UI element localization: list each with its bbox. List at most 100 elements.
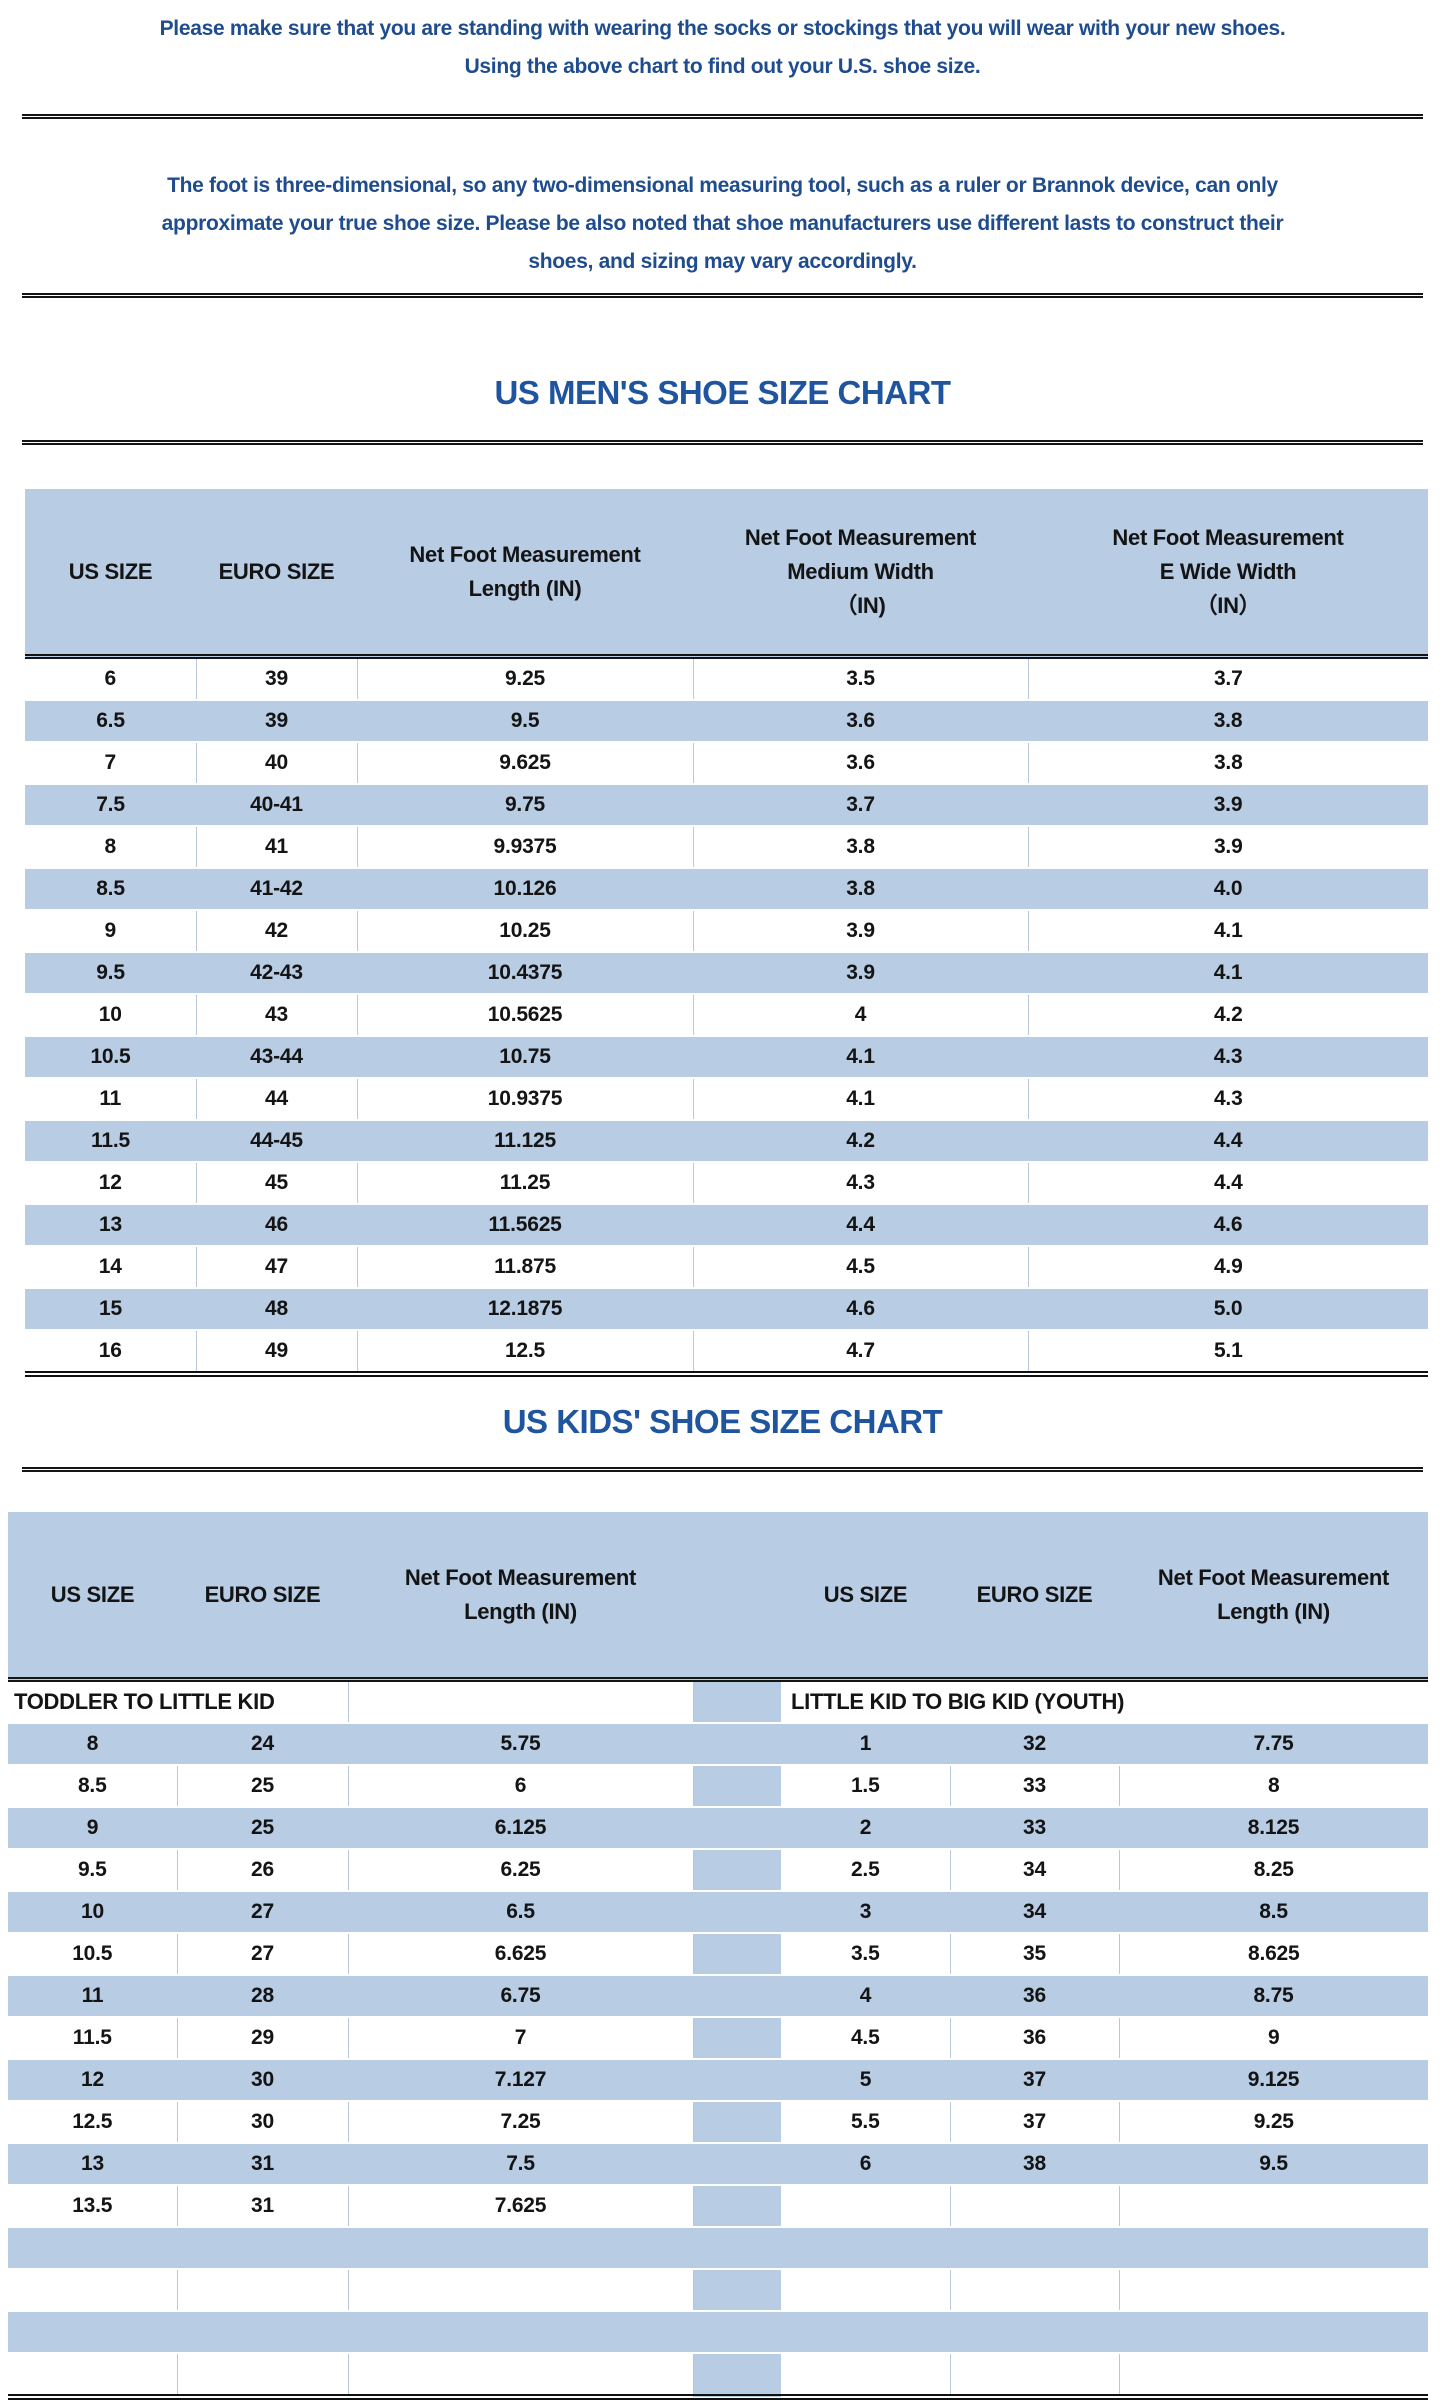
table-cell: 3.8 [693,867,1028,911]
table-cell: 4.7 [693,1330,1029,1374]
table-cell: 4.5 [781,2017,951,2059]
table-row: 15 48 12.1875 4.6 5.0 [25,1287,1428,1331]
table-cell: 6 [25,656,197,700]
table-cell: 41-42 [196,867,357,911]
table-cell [8,2353,178,2397]
table-cell: 6.25 [348,1849,694,1891]
spacer-cell [693,2226,781,2270]
table-header-row: US SIZE EURO SIZE Net Foot Measurement L… [25,489,1428,659]
table-cell: 13 [8,2142,177,2186]
table-cell: 33 [950,1765,1120,1807]
table-cell: 27 [177,1890,348,1934]
spacer-cell [693,2185,781,2227]
table-cell [950,2269,1120,2311]
table-cell: 48 [196,1287,357,1331]
table-cell: 12.1875 [357,1287,693,1331]
table-cell [8,2226,177,2270]
table-cell: 38 [950,2142,1119,2186]
table-cell: 34 [950,1890,1119,1934]
table-cell: 3.9 [1028,783,1428,827]
table-cell: 11.25 [357,1162,694,1204]
table-cell: 9 [8,1806,177,1850]
table-cell [781,2310,950,2354]
table-cell: 7.625 [348,2185,694,2227]
table-cell: 7.75 [1119,1722,1428,1766]
table-cell: 5.1 [1028,1330,1428,1374]
table-cell: 5.0 [1028,1287,1428,1331]
table-cell: 3.9 [1028,826,1428,868]
table-cell: 3.8 [1028,699,1428,743]
section-divider [22,114,1423,119]
table-cell: 2.5 [781,1849,951,1891]
table-cell: 13 [25,1203,196,1247]
table-cell: 44-45 [196,1119,357,1163]
table-cell: 36 [950,2017,1120,2059]
table-cell: 8.5 [8,1765,178,1807]
spacer-column [693,1512,781,1682]
table-row [8,2226,1428,2270]
table-cell: 1 [781,1722,950,1766]
table-cell: 9.5 [1119,2142,1428,2186]
table-row: 9 25 6.125 2 33 8.125 [8,1806,1428,1850]
table-cell: 41 [196,826,358,868]
column-header-e-wide-width: Net Foot Measurement E Wide Width （IN） [1028,489,1428,659]
table-cell: 25 [177,1806,348,1850]
table-cell: 6.625 [348,1933,694,1975]
mens-chart-title: US MEN'S SHOE SIZE CHART [494,374,951,411]
table-cell: 8.625 [1119,1933,1428,1975]
table-row: 8.5 41-42 10.126 3.8 4.0 [25,867,1428,911]
spacer-cell [693,2101,781,2143]
section-divider [22,440,1423,445]
table-cell [781,2269,951,2311]
table-cell: 9.25 [1119,2101,1428,2143]
table-cell: 30 [177,2101,349,2143]
column-header-us-size: US SIZE [8,1512,177,1682]
table-cell: 3.7 [693,783,1028,827]
section-divider [22,1467,1423,1472]
table-cell [781,2353,951,2397]
kids-size-table: US SIZE EURO SIZE Net Foot Measurement L… [8,1512,1428,2400]
table-row: 11 44 10.9375 4.1 4.3 [25,1078,1428,1120]
table-row: 8 24 5.75 1 32 7.75 [8,1722,1428,1766]
table-cell: 4 [781,1974,950,2018]
table-cell: 4.2 [693,1119,1028,1163]
table-cell: 4.4 [1028,1119,1428,1163]
table-header-row: US SIZE EURO SIZE Net Foot Measurement L… [8,1512,1428,1682]
table-cell: 11.5 [25,1119,196,1163]
table-row [8,2310,1428,2354]
column-header-length: Net Foot Measurement Length (IN) [348,1512,693,1682]
table-cell: 11.5 [8,2017,178,2059]
spacer-cell [693,2353,781,2397]
table-cell: 15 [25,1287,196,1331]
spacer-cell [693,2310,781,2354]
table-row: 11 28 6.75 4 36 8.75 [8,1974,1428,2018]
table-cell: 10.5 [8,1933,178,1975]
spacer-cell [693,1679,781,1723]
table-cell: 5.5 [781,2101,951,2143]
column-header-length: Net Foot Measurement Length (IN) [357,489,693,659]
table-cell: 30 [177,2058,348,2102]
column-header-euro-size: EURO SIZE [177,1512,348,1682]
table-cell: 6.125 [348,1806,693,1850]
table-cell [1119,2353,1428,2397]
spacer-cell [693,1765,781,1807]
table-cell: 10.25 [357,910,694,952]
table-cell: 5.75 [348,1722,693,1766]
table-cell [1119,2185,1428,2227]
column-header-length: Net Foot Measurement Length (IN) [1119,1512,1428,1682]
table-cell: 11.5625 [357,1203,693,1247]
table-cell: 26 [177,1849,349,1891]
table-cell: 2 [781,1806,950,1850]
table-cell [950,2185,1120,2227]
table-cell: 4.0 [1028,867,1428,911]
table-cell: 9.75 [357,783,693,827]
table-cell: 4.1 [1028,951,1428,995]
table-cell [348,2269,694,2311]
table-cell [950,2226,1119,2270]
spacer-cell [693,1933,781,1975]
table-row: 9.5 42-43 10.4375 3.9 4.1 [25,951,1428,995]
table-cell: 4.6 [1028,1203,1428,1247]
table-cell: 10.126 [357,867,693,911]
table-cell: 16 [25,1330,197,1374]
column-header-us-size: US SIZE [25,489,196,659]
